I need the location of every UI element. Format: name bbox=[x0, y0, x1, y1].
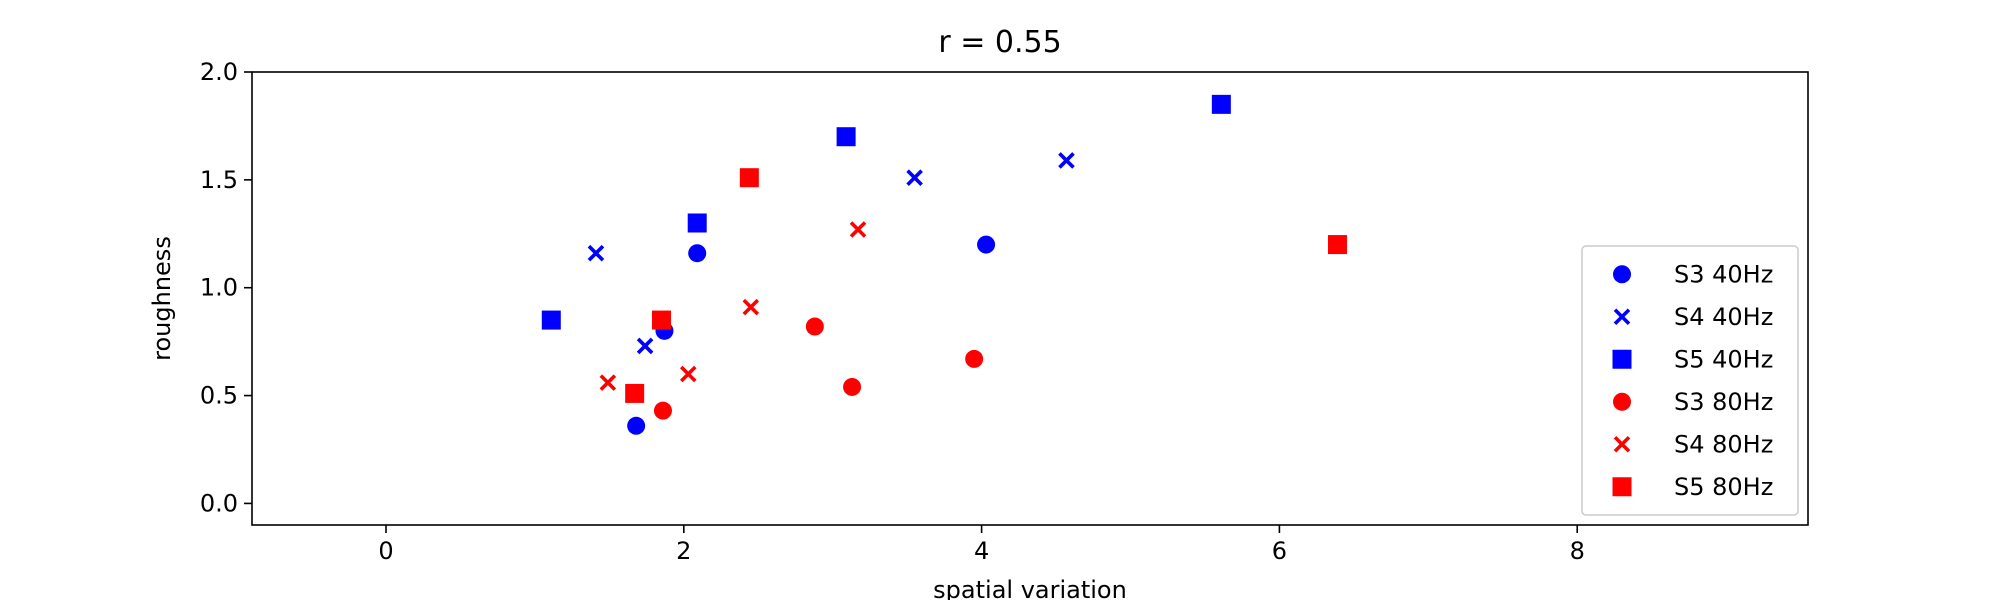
plot-marks bbox=[541, 94, 1347, 435]
y-tick-label-4: 2.0 bbox=[200, 58, 238, 86]
chart-title: r = 0.55 bbox=[938, 25, 1061, 60]
legend-marker-1 bbox=[1613, 265, 1631, 284]
legend-marker-4 bbox=[1613, 392, 1631, 411]
legend-label-1: S3 40Hz bbox=[1674, 260, 1773, 288]
legend-marker-6 bbox=[1612, 477, 1632, 497]
x-axis-label: spatial variation bbox=[933, 576, 1127, 600]
data-point-s1-1 bbox=[627, 416, 646, 435]
y-tick-label-2: 1.0 bbox=[200, 274, 238, 302]
data-point-s1-4 bbox=[977, 235, 996, 254]
data-point-s3-4 bbox=[1211, 94, 1231, 114]
data-point-s1-3 bbox=[688, 244, 707, 263]
y-tick-label-0: 0.0 bbox=[200, 489, 238, 517]
axis-ticks: 0 2 4 6 8 0.0 0.5 1.0 1.5 2.0 bbox=[200, 58, 1585, 565]
data-point-s3-1 bbox=[541, 310, 561, 330]
x-tick-label-3: 6 bbox=[1272, 537, 1287, 565]
legend-marker-3 bbox=[1612, 349, 1632, 369]
legend-label-2: S4 40Hz bbox=[1674, 303, 1773, 331]
data-point-s2-1 bbox=[587, 244, 605, 262]
y-axis-label: roughness bbox=[148, 236, 176, 361]
legend-box bbox=[1581, 245, 1799, 516]
legend-label-5: S4 80Hz bbox=[1674, 430, 1773, 458]
legend-label-4: S3 80Hz bbox=[1674, 388, 1773, 416]
data-point-s2-4 bbox=[1058, 152, 1075, 169]
x-tick-label-2: 4 bbox=[974, 537, 989, 565]
data-point-s3-2 bbox=[687, 213, 707, 233]
data-point-s3-3 bbox=[836, 127, 856, 147]
data-point-s6-3 bbox=[739, 168, 759, 188]
x-tick-label-1: 2 bbox=[676, 537, 691, 565]
x-tick-label-0: 0 bbox=[378, 537, 393, 565]
data-point-s4-3 bbox=[843, 377, 862, 396]
x-tick-label-4: 8 bbox=[1570, 537, 1585, 565]
legend: S3 40Hz S4 40Hz S5 40Hz S3 80Hz S4 80Hz S5 80… bbox=[1581, 245, 1799, 516]
data-point-s5-2 bbox=[680, 365, 697, 383]
data-point-s6-2 bbox=[651, 310, 671, 330]
data-point-s2-2 bbox=[636, 337, 654, 355]
y-tick-label-1: 0.5 bbox=[200, 382, 238, 410]
data-point-s6-4 bbox=[1327, 235, 1347, 255]
data-point-s6-1 bbox=[625, 383, 645, 403]
legend-marker-5 bbox=[1613, 435, 1631, 453]
y-tick-label-3: 1.5 bbox=[200, 166, 238, 194]
legend-label-3: S5 40Hz bbox=[1674, 345, 1773, 373]
data-point-s5-1 bbox=[599, 374, 617, 391]
data-point-s5-4 bbox=[849, 221, 867, 238]
legend-label-6: S5 80Hz bbox=[1674, 473, 1773, 501]
plot-frame bbox=[251, 71, 1809, 526]
data-point-s4-1 bbox=[653, 401, 672, 420]
data-point-s4-4 bbox=[965, 349, 984, 368]
data-point-s5-3 bbox=[742, 298, 760, 316]
data-point-s2-3 bbox=[906, 169, 923, 186]
data-point-s4-2 bbox=[805, 317, 824, 336]
legend-marker-2 bbox=[1613, 308, 1631, 326]
